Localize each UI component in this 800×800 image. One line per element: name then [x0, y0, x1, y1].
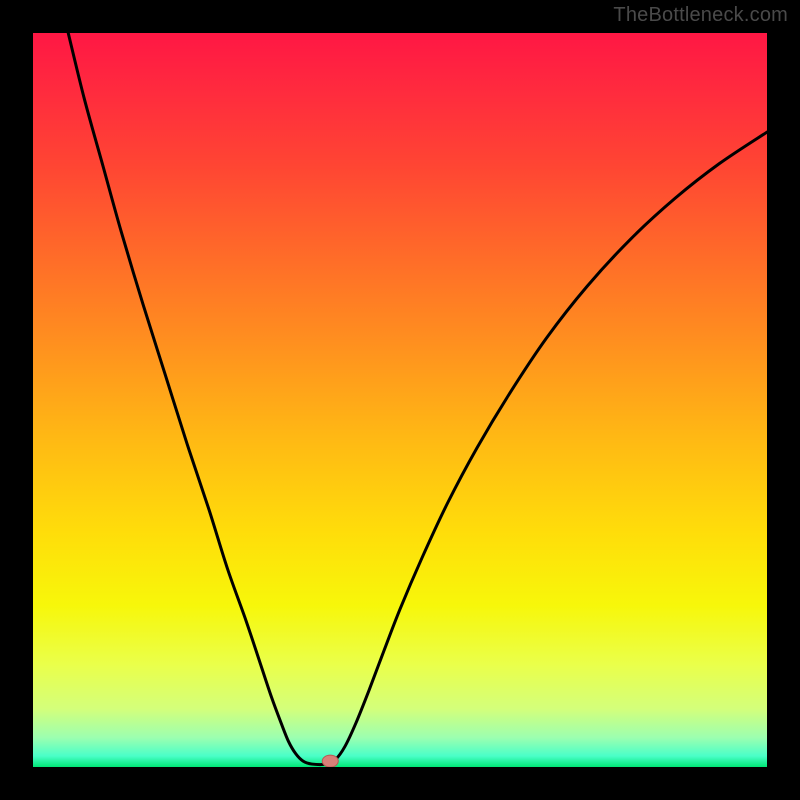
optimum-marker	[322, 755, 338, 767]
watermark-text: TheBottleneck.com	[613, 4, 788, 27]
chart-svg	[33, 33, 767, 767]
plot-area	[33, 33, 767, 767]
chart-container: TheBottleneck.com	[0, 0, 800, 800]
plot-background	[33, 33, 767, 767]
